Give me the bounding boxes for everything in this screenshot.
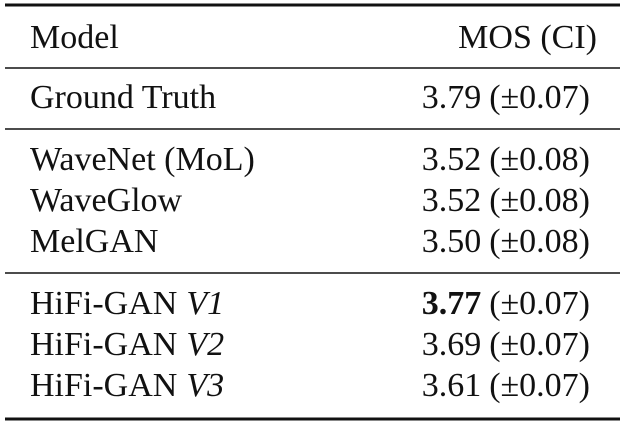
mos-ci: (±0.07) xyxy=(489,326,590,363)
mos-ci: (±0.08) xyxy=(489,141,590,178)
mos-ci: (±0.08) xyxy=(489,223,590,260)
mos-value: 3.69 (±0.07) xyxy=(422,326,590,363)
mos-score: 3.50 xyxy=(422,223,482,260)
mos-value: 3.79 (±0.07) xyxy=(422,79,590,116)
mos-ci: (±0.08) xyxy=(489,182,590,219)
model-base: Ground Truth xyxy=(30,79,216,116)
mos-value: 3.61 (±0.07) xyxy=(422,367,590,404)
mos-ci: (±0.07) xyxy=(489,79,590,116)
mos-value: 3.77 (±0.07) xyxy=(422,285,590,322)
model-version: V2 xyxy=(186,326,224,363)
model-version: V1 xyxy=(186,285,224,322)
model-base: HiFi-GAN xyxy=(30,285,177,322)
model-name: HiFi-GAN V1 xyxy=(30,285,224,322)
model-name: HiFi-GAN V3 xyxy=(30,367,224,404)
header-mos: MOS (CI) xyxy=(458,19,597,56)
mos-score: 3.61 xyxy=(422,367,482,404)
mos-ci: (±0.07) xyxy=(489,367,590,404)
model-base: WaveNet (MoL) xyxy=(30,141,255,178)
mos-score: 3.69 xyxy=(422,326,482,363)
mos-score: 3.77 xyxy=(422,285,482,322)
mos-score: 3.79 xyxy=(422,79,482,116)
model-base: HiFi-GAN xyxy=(30,367,177,404)
model-name: WaveNet (MoL) xyxy=(30,141,255,178)
model-base: HiFi-GAN xyxy=(30,326,177,363)
mos-score: 3.52 xyxy=(422,182,482,219)
model-base: WaveGlow xyxy=(30,182,183,219)
model-name: Ground Truth xyxy=(30,79,216,116)
model-name: MelGAN xyxy=(30,223,158,260)
model-version: V3 xyxy=(186,367,224,404)
mos-value: 3.50 (±0.08) xyxy=(422,223,590,260)
mos-value: 3.52 (±0.08) xyxy=(422,182,590,219)
mos-ci: (±0.07) xyxy=(489,285,590,322)
model-name: HiFi-GAN V2 xyxy=(30,326,224,363)
model-base: MelGAN xyxy=(30,223,158,260)
mos-score: 3.52 xyxy=(422,141,482,178)
mos-value: 3.52 (±0.08) xyxy=(422,141,590,178)
model-name: WaveGlow xyxy=(30,182,183,219)
header-model: Model xyxy=(30,19,119,56)
